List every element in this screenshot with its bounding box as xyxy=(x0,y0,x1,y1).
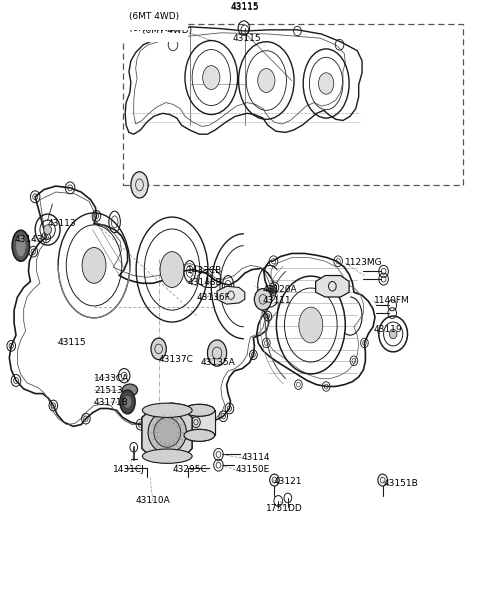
Text: 43115: 43115 xyxy=(233,34,262,43)
Text: 43136F: 43136F xyxy=(197,293,231,302)
Text: (6MT 4WD): (6MT 4WD) xyxy=(129,12,179,21)
Text: 43115: 43115 xyxy=(57,338,86,347)
Ellipse shape xyxy=(131,172,148,198)
Text: (6MT 4WD): (6MT 4WD) xyxy=(129,24,179,33)
Text: 43111: 43111 xyxy=(263,296,291,305)
Text: 1433CA: 1433CA xyxy=(94,374,129,382)
Bar xyxy=(123,24,463,185)
Text: 43135A: 43135A xyxy=(201,358,236,367)
Text: 43113: 43113 xyxy=(48,218,76,227)
Ellipse shape xyxy=(16,235,25,256)
Text: 1431CJ: 1431CJ xyxy=(113,466,145,475)
Ellipse shape xyxy=(124,396,132,408)
Text: 43150E: 43150E xyxy=(235,466,269,475)
Ellipse shape xyxy=(12,230,29,261)
Ellipse shape xyxy=(151,338,166,359)
Text: 43110A: 43110A xyxy=(135,496,170,505)
Ellipse shape xyxy=(82,247,106,283)
Text: 1123MG: 1123MG xyxy=(345,259,383,268)
Ellipse shape xyxy=(184,429,215,441)
Text: 1751DD: 1751DD xyxy=(265,504,302,513)
Ellipse shape xyxy=(258,69,275,92)
Ellipse shape xyxy=(254,289,272,310)
Text: 43114: 43114 xyxy=(241,453,270,463)
Ellipse shape xyxy=(148,411,186,453)
Text: 1433CB: 1433CB xyxy=(187,266,223,274)
Ellipse shape xyxy=(143,403,192,417)
Text: 43143: 43143 xyxy=(15,235,44,244)
Ellipse shape xyxy=(184,429,215,441)
Polygon shape xyxy=(142,410,192,456)
Ellipse shape xyxy=(299,307,323,343)
Ellipse shape xyxy=(160,251,184,288)
Ellipse shape xyxy=(184,405,215,416)
Polygon shape xyxy=(217,286,245,304)
Text: 43121: 43121 xyxy=(274,478,302,487)
Text: (6MT 4WD): (6MT 4WD) xyxy=(142,26,192,35)
Ellipse shape xyxy=(154,417,180,447)
Text: 43115: 43115 xyxy=(230,3,259,12)
Text: 43120A: 43120A xyxy=(263,285,298,294)
Text: 43295C: 43295C xyxy=(173,466,208,475)
Polygon shape xyxy=(316,276,349,297)
Ellipse shape xyxy=(207,340,227,366)
Text: 43151B: 43151B xyxy=(384,479,419,488)
Ellipse shape xyxy=(203,66,220,89)
Text: 1140FM: 1140FM xyxy=(374,296,410,305)
Text: 21513: 21513 xyxy=(94,386,123,395)
Text: 43137C: 43137C xyxy=(158,355,193,364)
Polygon shape xyxy=(184,410,215,435)
Circle shape xyxy=(44,225,51,235)
Ellipse shape xyxy=(319,73,334,94)
Ellipse shape xyxy=(122,384,138,396)
Circle shape xyxy=(389,329,397,339)
Text: 43115: 43115 xyxy=(230,2,259,11)
Ellipse shape xyxy=(184,405,215,416)
Ellipse shape xyxy=(120,390,135,414)
Text: 43119: 43119 xyxy=(374,324,403,333)
Text: 43148B: 43148B xyxy=(187,277,222,286)
Ellipse shape xyxy=(143,449,192,463)
Text: 43171B: 43171B xyxy=(94,398,129,407)
